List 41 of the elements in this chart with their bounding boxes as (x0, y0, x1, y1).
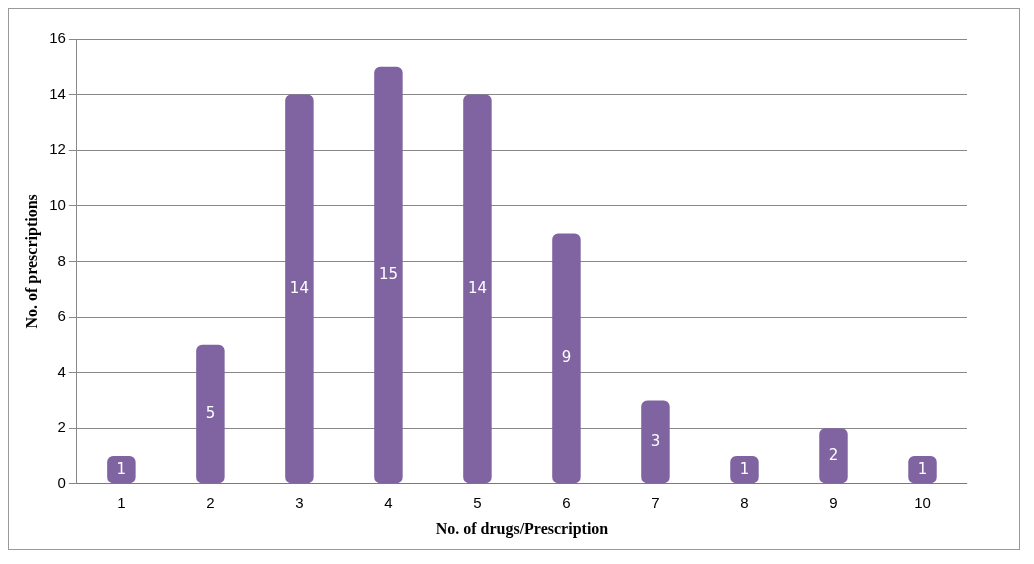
y-tick-label: 4 (57, 362, 66, 380)
x-tick-label: 8 (740, 493, 749, 511)
x-tick-label: 9 (829, 493, 838, 511)
data-label: 1 (739, 459, 750, 478)
y-tick-label: 2 (57, 418, 66, 436)
bar (374, 66, 403, 484)
bar (819, 428, 848, 484)
y-tick-label: 0 (57, 473, 66, 491)
x-tick-label: 4 (384, 493, 393, 511)
y-tick-label: 6 (57, 307, 66, 325)
data-label: 14 (467, 278, 487, 297)
data-label: 1 (116, 459, 127, 478)
x-tick-label: 6 (562, 493, 571, 511)
x-tick-label: 5 (473, 493, 482, 511)
data-label: 5 (205, 403, 216, 422)
data-label: 3 (650, 431, 661, 450)
bar (463, 94, 492, 484)
bar (285, 94, 314, 484)
y-tick-label: 16 (49, 29, 66, 47)
bar (641, 400, 670, 484)
y-tick-label: 12 (49, 140, 66, 158)
data-label: 15 (378, 264, 398, 283)
bar (196, 344, 225, 484)
x-tick-label: 7 (651, 493, 660, 511)
y-tick-label: 10 (49, 195, 66, 213)
data-label: 1 (917, 459, 928, 478)
bar (552, 233, 581, 484)
x-tick-label: 1 (117, 493, 126, 511)
data-label: 9 (561, 348, 572, 367)
x-tick-label: 3 (295, 493, 304, 511)
x-tick-label: 2 (206, 493, 215, 511)
bar (908, 456, 937, 484)
data-label: 2 (828, 445, 839, 464)
y-axis-title: No. of prescriptions (22, 194, 41, 329)
bar (730, 456, 759, 484)
x-axis-title: No. of drugs/Prescription (435, 519, 609, 538)
y-tick-label: 8 (57, 251, 66, 269)
x-tick-label: 10 (914, 493, 931, 511)
data-label: 14 (289, 278, 309, 297)
bar (107, 456, 136, 484)
y-tick-label: 14 (49, 84, 66, 102)
